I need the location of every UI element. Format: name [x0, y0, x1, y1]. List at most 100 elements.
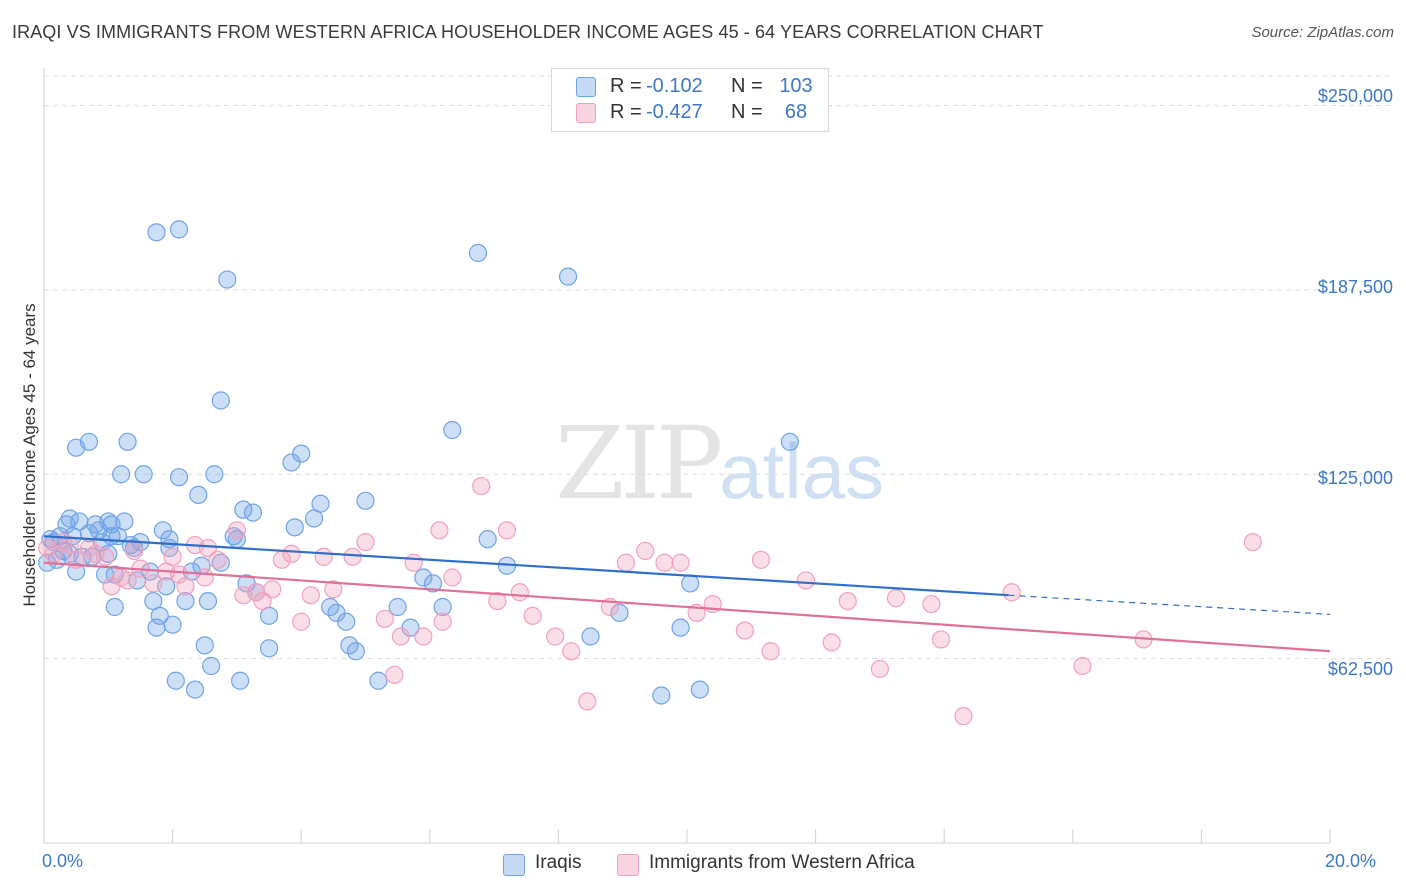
iraqis-point	[169, 220, 189, 239]
western-africa-point	[404, 553, 423, 572]
iraqis-point	[690, 680, 709, 699]
iraqis-point	[337, 612, 356, 631]
western-africa-point	[510, 583, 529, 602]
iraqis-point	[681, 574, 700, 593]
correlation-legend: R = -0.102 N = 103 R = -0.427 N = 68	[551, 68, 829, 132]
chart-source: Source: ZipAtlas.com	[1251, 24, 1394, 41]
iraqis-point	[163, 615, 182, 634]
western-africa-point	[375, 609, 394, 628]
legend-swatch-iraqis	[503, 854, 525, 876]
iraqis-point	[388, 597, 407, 617]
western-africa-point	[472, 476, 491, 496]
western-africa-point	[886, 589, 906, 608]
western-africa-point	[1243, 532, 1262, 552]
iraqis-point	[189, 485, 208, 504]
western-africa-point	[343, 547, 362, 566]
iraqis-point	[166, 671, 185, 690]
western-africa-point	[282, 544, 301, 564]
iraqis-point	[211, 391, 230, 410]
iraqis-point	[243, 503, 263, 522]
iraqis-point	[147, 223, 166, 242]
iraqis-point	[202, 656, 221, 676]
western-africa-point	[443, 568, 462, 587]
watermark-zip: ZIP	[555, 405, 723, 522]
iraqis-point	[285, 518, 304, 537]
iraqis-point	[292, 444, 311, 463]
legend-r-value: -0.102	[646, 75, 703, 97]
legend-n-label: N =	[731, 101, 763, 123]
western-africa-point	[870, 659, 890, 679]
iraqis-point	[671, 618, 690, 637]
western-africa-point	[176, 577, 195, 596]
western-africa-point	[931, 630, 951, 649]
western-africa-point	[735, 621, 754, 640]
iraqis-point	[346, 642, 365, 661]
x-tick-label-max: 20.0%	[1325, 851, 1377, 871]
iraqis-point	[356, 491, 375, 510]
chart-title: IRAQI VS IMMIGRANTS FROM WESTERN AFRICA …	[12, 22, 1044, 42]
western-africa-point	[1073, 656, 1092, 676]
western-africa-point	[838, 591, 857, 611]
western-africa-point	[118, 571, 137, 590]
western-africa-point	[954, 707, 973, 726]
western-africa-point	[227, 521, 246, 540]
iraqis-point	[443, 420, 462, 440]
iraqis-point	[118, 432, 137, 451]
legend-r-label: R =	[610, 75, 642, 97]
iraqis-point	[169, 468, 189, 487]
western-africa-point	[562, 642, 581, 661]
western-africa-point	[546, 627, 565, 646]
western-africa-point	[301, 586, 320, 605]
western-africa-point	[124, 541, 144, 561]
western-africa-point	[822, 633, 841, 652]
iraqis-point	[610, 603, 629, 623]
iraqis-point	[195, 636, 214, 655]
iraqis-trend-line	[43, 535, 1009, 597]
legend-swatch-western-africa	[576, 103, 596, 123]
western-africa-point	[616, 553, 636, 572]
watermark-atlas: atlas	[719, 427, 885, 515]
legend-label-western-africa: Immigrants from Western Africa	[649, 852, 915, 873]
iraqis-point	[99, 512, 118, 531]
legend-n-label: N =	[731, 75, 763, 97]
western-africa-point	[253, 591, 272, 611]
western-africa-point	[796, 571, 816, 590]
western-africa-point	[414, 627, 433, 646]
western-africa-point	[497, 521, 517, 540]
legend-n-value: 103	[779, 75, 813, 97]
western-africa-point	[314, 547, 333, 566]
western-africa-point	[751, 550, 771, 569]
iraqis-point	[780, 432, 799, 451]
iraqis-point	[468, 243, 488, 263]
western-africa-point	[292, 612, 311, 631]
western-africa-point	[95, 547, 115, 566]
y-tick-label: $62,500	[1327, 659, 1393, 679]
western-africa-point	[430, 521, 449, 540]
iraqis-point	[99, 544, 118, 564]
iraqis-point	[134, 465, 153, 484]
iraqis-point	[311, 494, 330, 513]
iraqis-point	[652, 686, 671, 705]
western-africa-point	[433, 612, 452, 631]
y-tick-label: $250,000	[1317, 86, 1393, 106]
legend-n-value: 68	[784, 101, 808, 123]
x-tick-label-min: 0.0%	[42, 851, 84, 871]
western-africa-point	[655, 553, 674, 572]
legend-swatch-iraqis	[576, 77, 596, 97]
iraqis-point	[186, 680, 205, 699]
western-africa-point	[208, 550, 227, 569]
watermark: ZIPatlas	[555, 405, 884, 522]
western-africa-point	[761, 642, 780, 661]
iraqis-point	[205, 465, 224, 484]
iraqis-point	[176, 591, 195, 611]
legend-swatch-western-africa	[617, 854, 639, 876]
western-africa-point	[391, 627, 410, 646]
iraqis-point	[105, 597, 124, 617]
iraqis-point	[414, 568, 433, 587]
western-africa-point	[263, 580, 282, 599]
iraqis-trend-line-extension	[1008, 594, 1331, 615]
iraqis-point	[581, 627, 600, 646]
western-africa-point	[578, 692, 597, 711]
iraqis-point	[115, 512, 134, 531]
